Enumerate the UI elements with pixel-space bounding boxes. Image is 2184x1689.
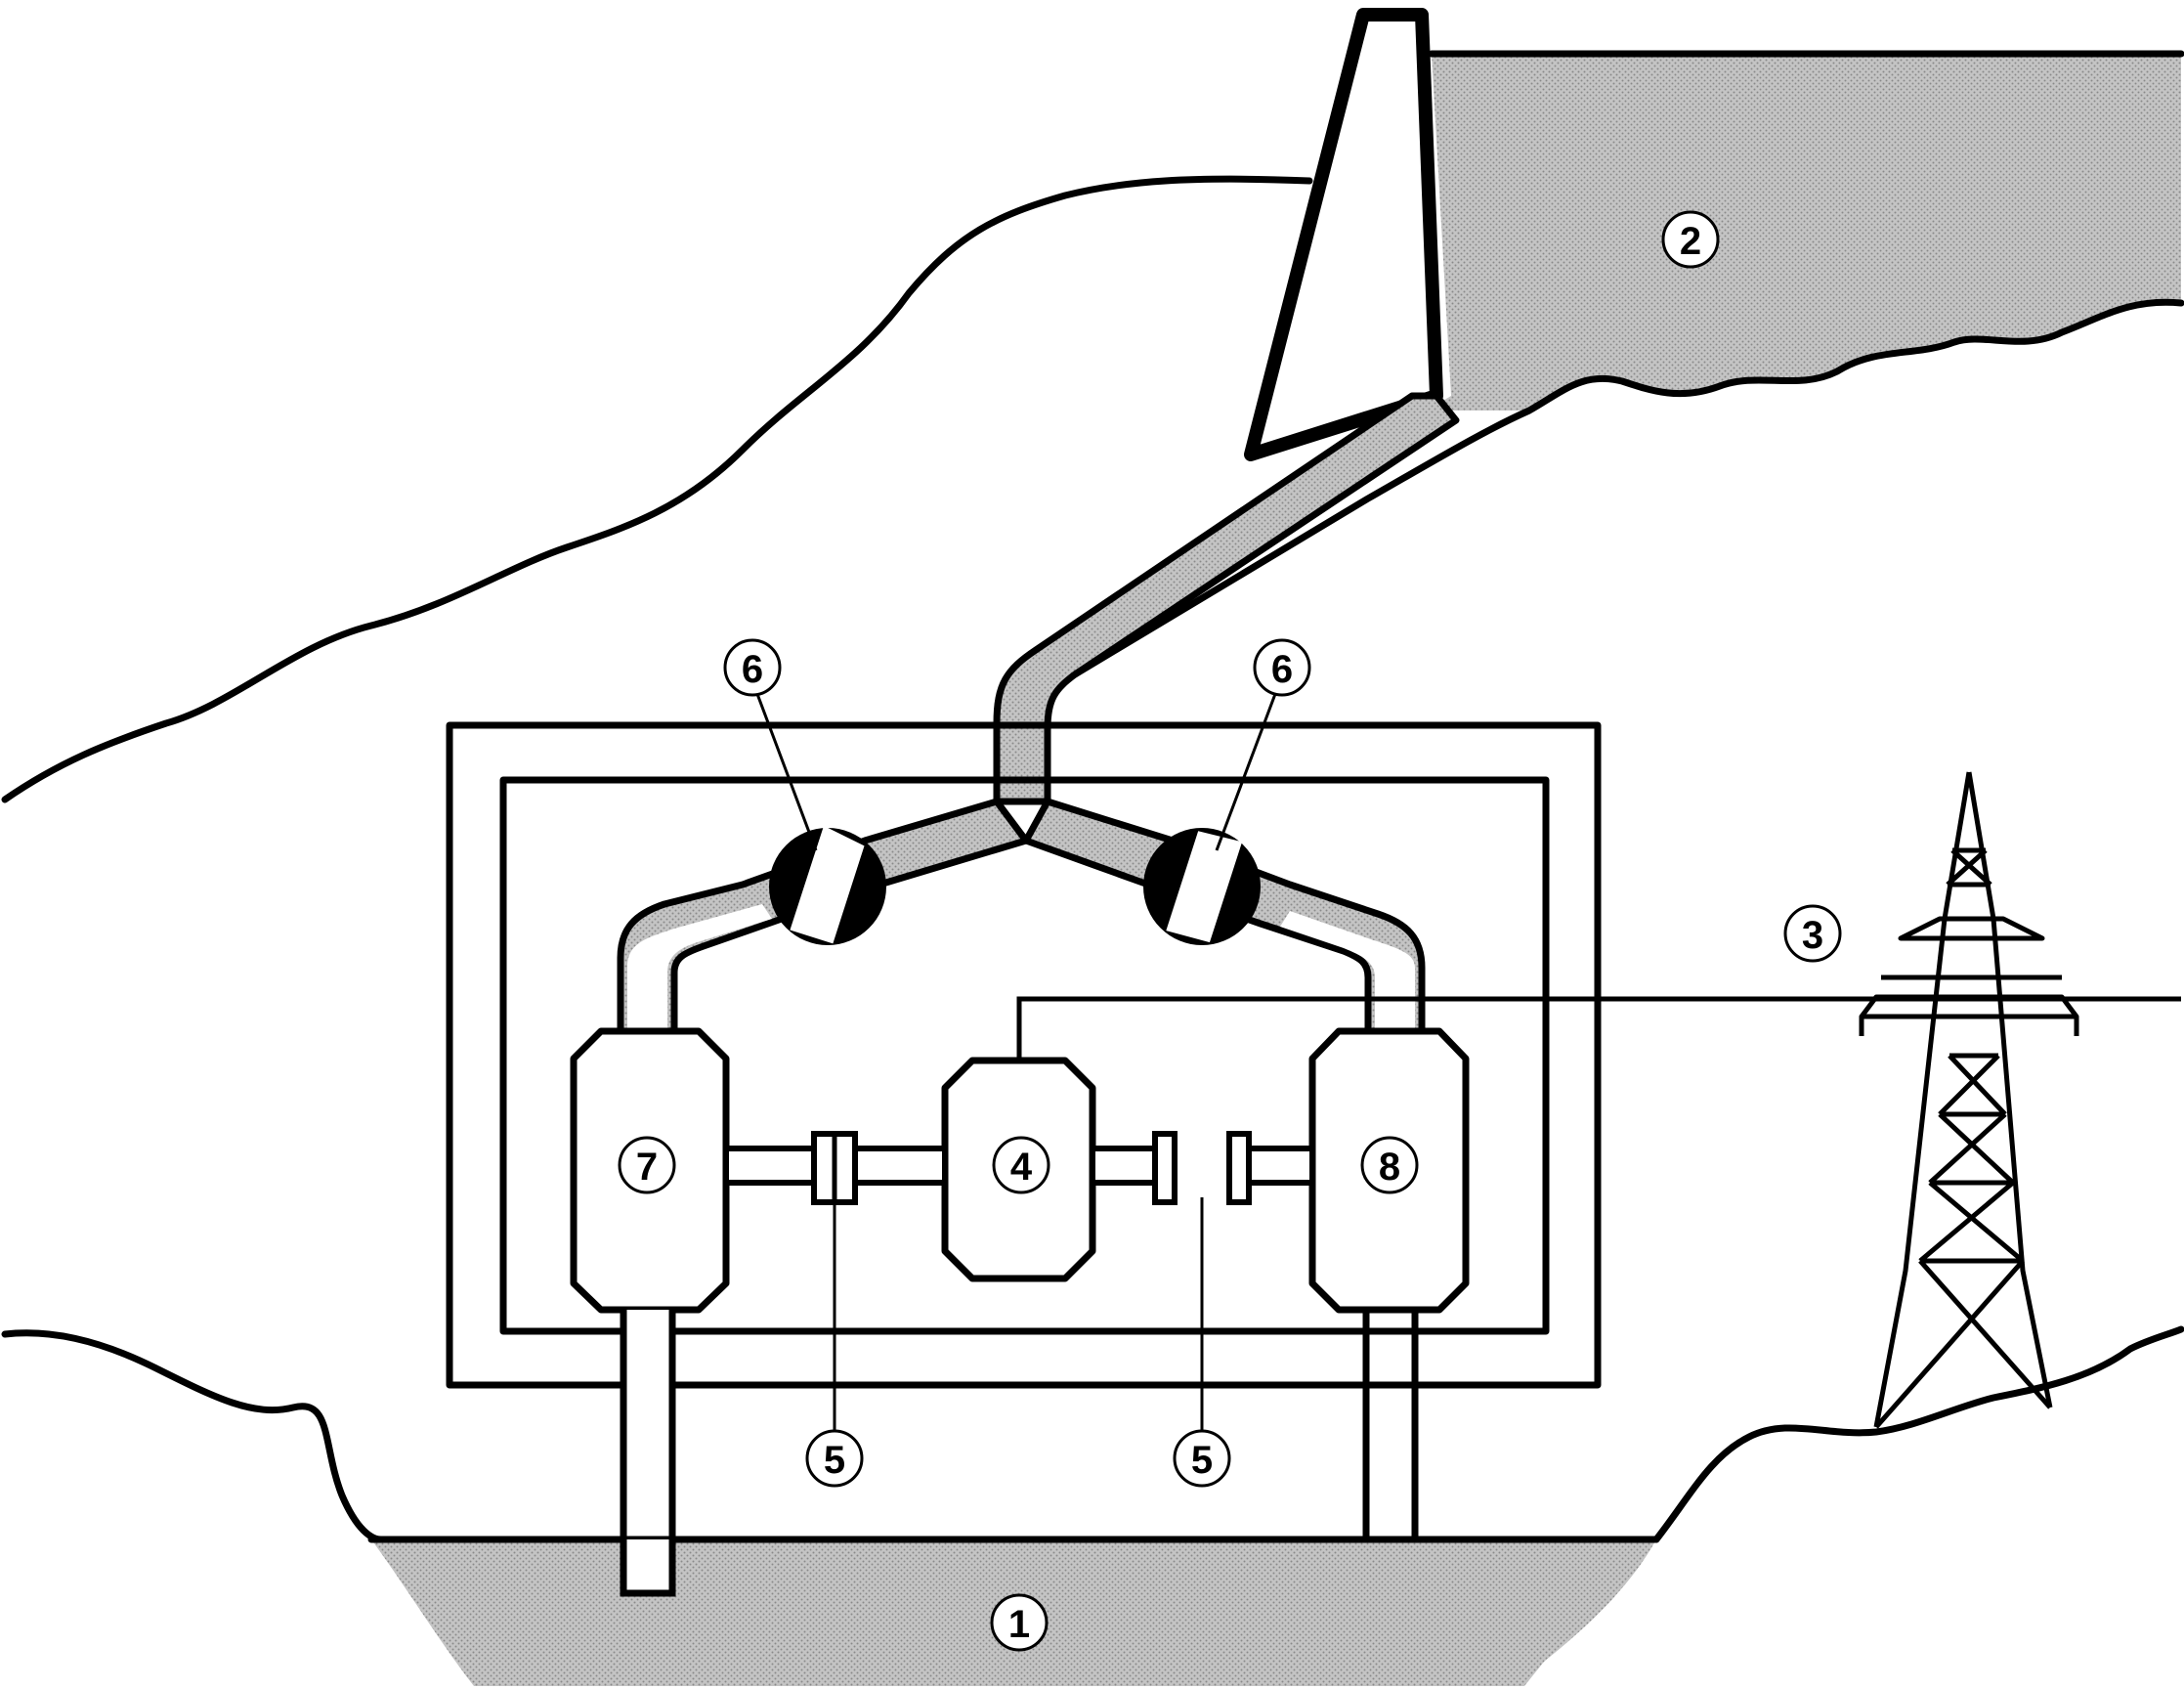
label-motor-generator: 4 xyxy=(992,1136,1050,1194)
label-upper-reservoir: 2 xyxy=(1661,210,1720,269)
label-6-left-text: 6 xyxy=(742,648,763,691)
label-5-left-text: 5 xyxy=(824,1439,845,1482)
pipe-left-lower-fill xyxy=(627,904,772,1041)
coupling-left xyxy=(811,1131,858,1205)
label-pump: 8 xyxy=(1360,1136,1419,1194)
label-2-text: 2 xyxy=(1680,220,1701,263)
valve-right xyxy=(1143,828,1261,945)
label-coupling-left: 5 xyxy=(805,1202,864,1488)
transmission-tower-icon xyxy=(1859,771,2079,1429)
penstock xyxy=(993,392,1460,805)
upper-reservoir-water xyxy=(1427,54,2181,411)
powerhouse-inner-wall xyxy=(499,776,1550,1335)
label-7-text: 7 xyxy=(636,1146,658,1189)
draft-pipe-right xyxy=(1362,1306,1419,1543)
label-5-right-text: 5 xyxy=(1191,1439,1213,1482)
valve-left xyxy=(769,825,886,945)
coupling-icon xyxy=(1152,1131,1178,1205)
label-lower-reservoir: 1 xyxy=(990,1593,1049,1652)
coupling-icon xyxy=(1226,1131,1252,1205)
label-8-text: 8 xyxy=(1379,1146,1400,1189)
draft-pipe-left-redraw xyxy=(620,1539,676,1597)
coupling-right xyxy=(1152,1131,1252,1205)
powerhouse-outer-wall xyxy=(446,721,1602,1389)
ground-line-right xyxy=(1652,1325,2184,1543)
label-valve-right: 6 xyxy=(1215,638,1311,851)
label-turbine: 7 xyxy=(618,1136,676,1194)
label-3-text: 3 xyxy=(1802,914,1823,957)
upper-reservoir-bed xyxy=(1071,298,2184,678)
ground-line xyxy=(1,1329,385,1543)
label-coupling-right: 5 xyxy=(1173,1197,1231,1488)
pipe-right-lower-fill xyxy=(1280,911,1415,1041)
label-transmission: 3 xyxy=(1783,904,1842,963)
label-valve-left: 6 xyxy=(723,638,818,851)
power-cable xyxy=(1016,996,2181,1061)
label-1-text: 1 xyxy=(1008,1603,1030,1646)
label-6-right-text: 6 xyxy=(1271,648,1293,691)
dam xyxy=(1244,8,1443,461)
mountain-ridge xyxy=(1,175,1313,803)
label-4-text: 4 xyxy=(1010,1146,1033,1189)
